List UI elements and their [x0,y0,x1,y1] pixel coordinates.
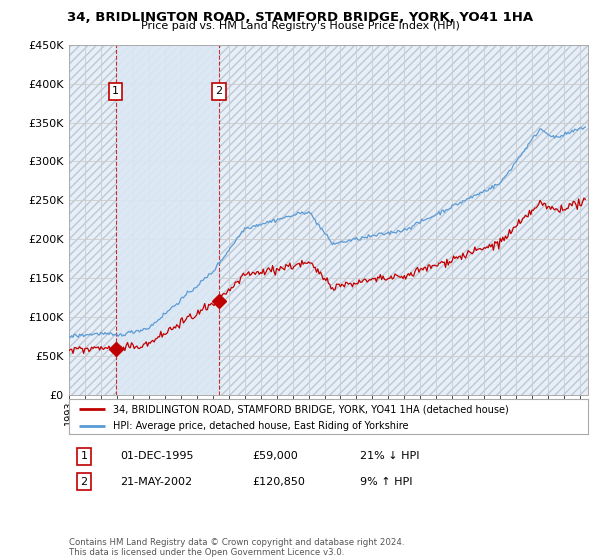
Text: 34, BRIDLINGTON ROAD, STAMFORD BRIDGE, YORK, YO41 1HA: 34, BRIDLINGTON ROAD, STAMFORD BRIDGE, Y… [67,11,533,24]
Text: 1: 1 [80,451,88,461]
Text: £120,850: £120,850 [252,477,305,487]
Text: 9% ↑ HPI: 9% ↑ HPI [360,477,413,487]
Text: £59,000: £59,000 [252,451,298,461]
Text: 2: 2 [80,477,88,487]
Text: 1: 1 [112,86,119,96]
Text: Contains HM Land Registry data © Crown copyright and database right 2024.
This d: Contains HM Land Registry data © Crown c… [69,538,404,557]
Text: 21% ↓ HPI: 21% ↓ HPI [360,451,419,461]
Text: 34, BRIDLINGTON ROAD, STAMFORD BRIDGE, YORK, YO41 1HA (detached house): 34, BRIDLINGTON ROAD, STAMFORD BRIDGE, Y… [113,404,509,414]
Text: Price paid vs. HM Land Registry's House Price Index (HPI): Price paid vs. HM Land Registry's House … [140,21,460,31]
Text: HPI: Average price, detached house, East Riding of Yorkshire: HPI: Average price, detached house, East… [113,421,409,431]
Text: 21-MAY-2002: 21-MAY-2002 [120,477,192,487]
Bar [116,45,219,395]
Text: 01-DEC-1995: 01-DEC-1995 [120,451,193,461]
Text: 2: 2 [215,86,223,96]
